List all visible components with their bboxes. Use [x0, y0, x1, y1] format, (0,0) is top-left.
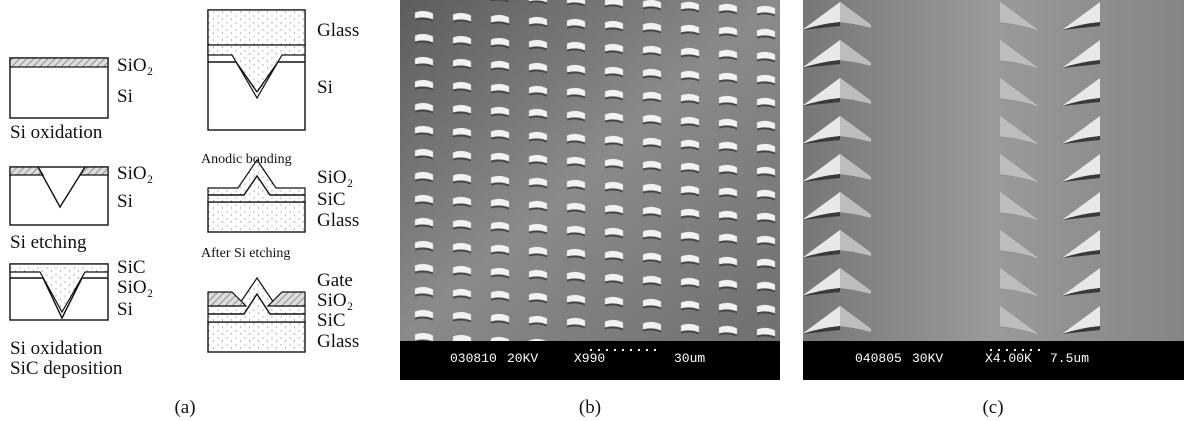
panel-caption: (b)	[579, 397, 601, 418]
layer-label: Glass	[317, 331, 359, 352]
step-caption: After Si etching	[201, 246, 290, 261]
sem-footer: X4.00K	[985, 351, 1032, 366]
step-caption: SiC deposition	[10, 358, 123, 379]
layer-label: SiO₂	[117, 163, 153, 184]
layer-label: Si	[117, 191, 133, 212]
layer-label: SiO₂	[317, 290, 353, 311]
sem-footer: 7.5um	[1050, 351, 1089, 366]
step-caption: Si oxidation	[10, 122, 103, 143]
layer-label: Gate	[317, 270, 353, 291]
layer-label: SiC	[317, 310, 346, 331]
layer-label: SiO₂	[117, 55, 153, 76]
layer-label: Si	[317, 77, 333, 98]
figure: SiO₂ Si Si oxidation SiO₂ Si Si etching …	[0, 0, 1184, 421]
sem-footer: 040805	[855, 351, 902, 366]
layer-label: SiO₂	[117, 277, 153, 298]
sem-footer: X990	[574, 351, 605, 366]
step-caption: Anodic bonding	[201, 152, 292, 167]
layer-label: Si	[117, 299, 133, 320]
step-caption: Si oxidation	[10, 338, 103, 359]
layer-label: SiO₂	[317, 167, 353, 188]
sem-image-c: 040805 30KV X4.00K 7.5um	[793, 0, 1184, 380]
process-schematic	[10, 10, 305, 352]
sem-footer: 30KV	[912, 351, 943, 366]
layer-label: Glass	[317, 210, 359, 231]
sem-image-b: 030810 20KV X990 30um	[400, 0, 780, 380]
schematic-labels: SiO₂ Si Si oxidation SiO₂ Si Si etching …	[10, 20, 359, 379]
layer-label: Glass	[317, 20, 359, 41]
sem-footer: 20KV	[507, 351, 538, 366]
panel-caption: (c)	[982, 397, 1003, 418]
layer-label: SiC	[317, 189, 346, 210]
step-caption: Si etching	[10, 232, 87, 253]
panel-caption: (a)	[174, 397, 195, 418]
layer-label: SiC	[117, 257, 146, 278]
sem-footer: 30um	[674, 351, 705, 366]
layer-label: Si	[117, 86, 133, 107]
sem-footer: 030810	[450, 351, 497, 366]
